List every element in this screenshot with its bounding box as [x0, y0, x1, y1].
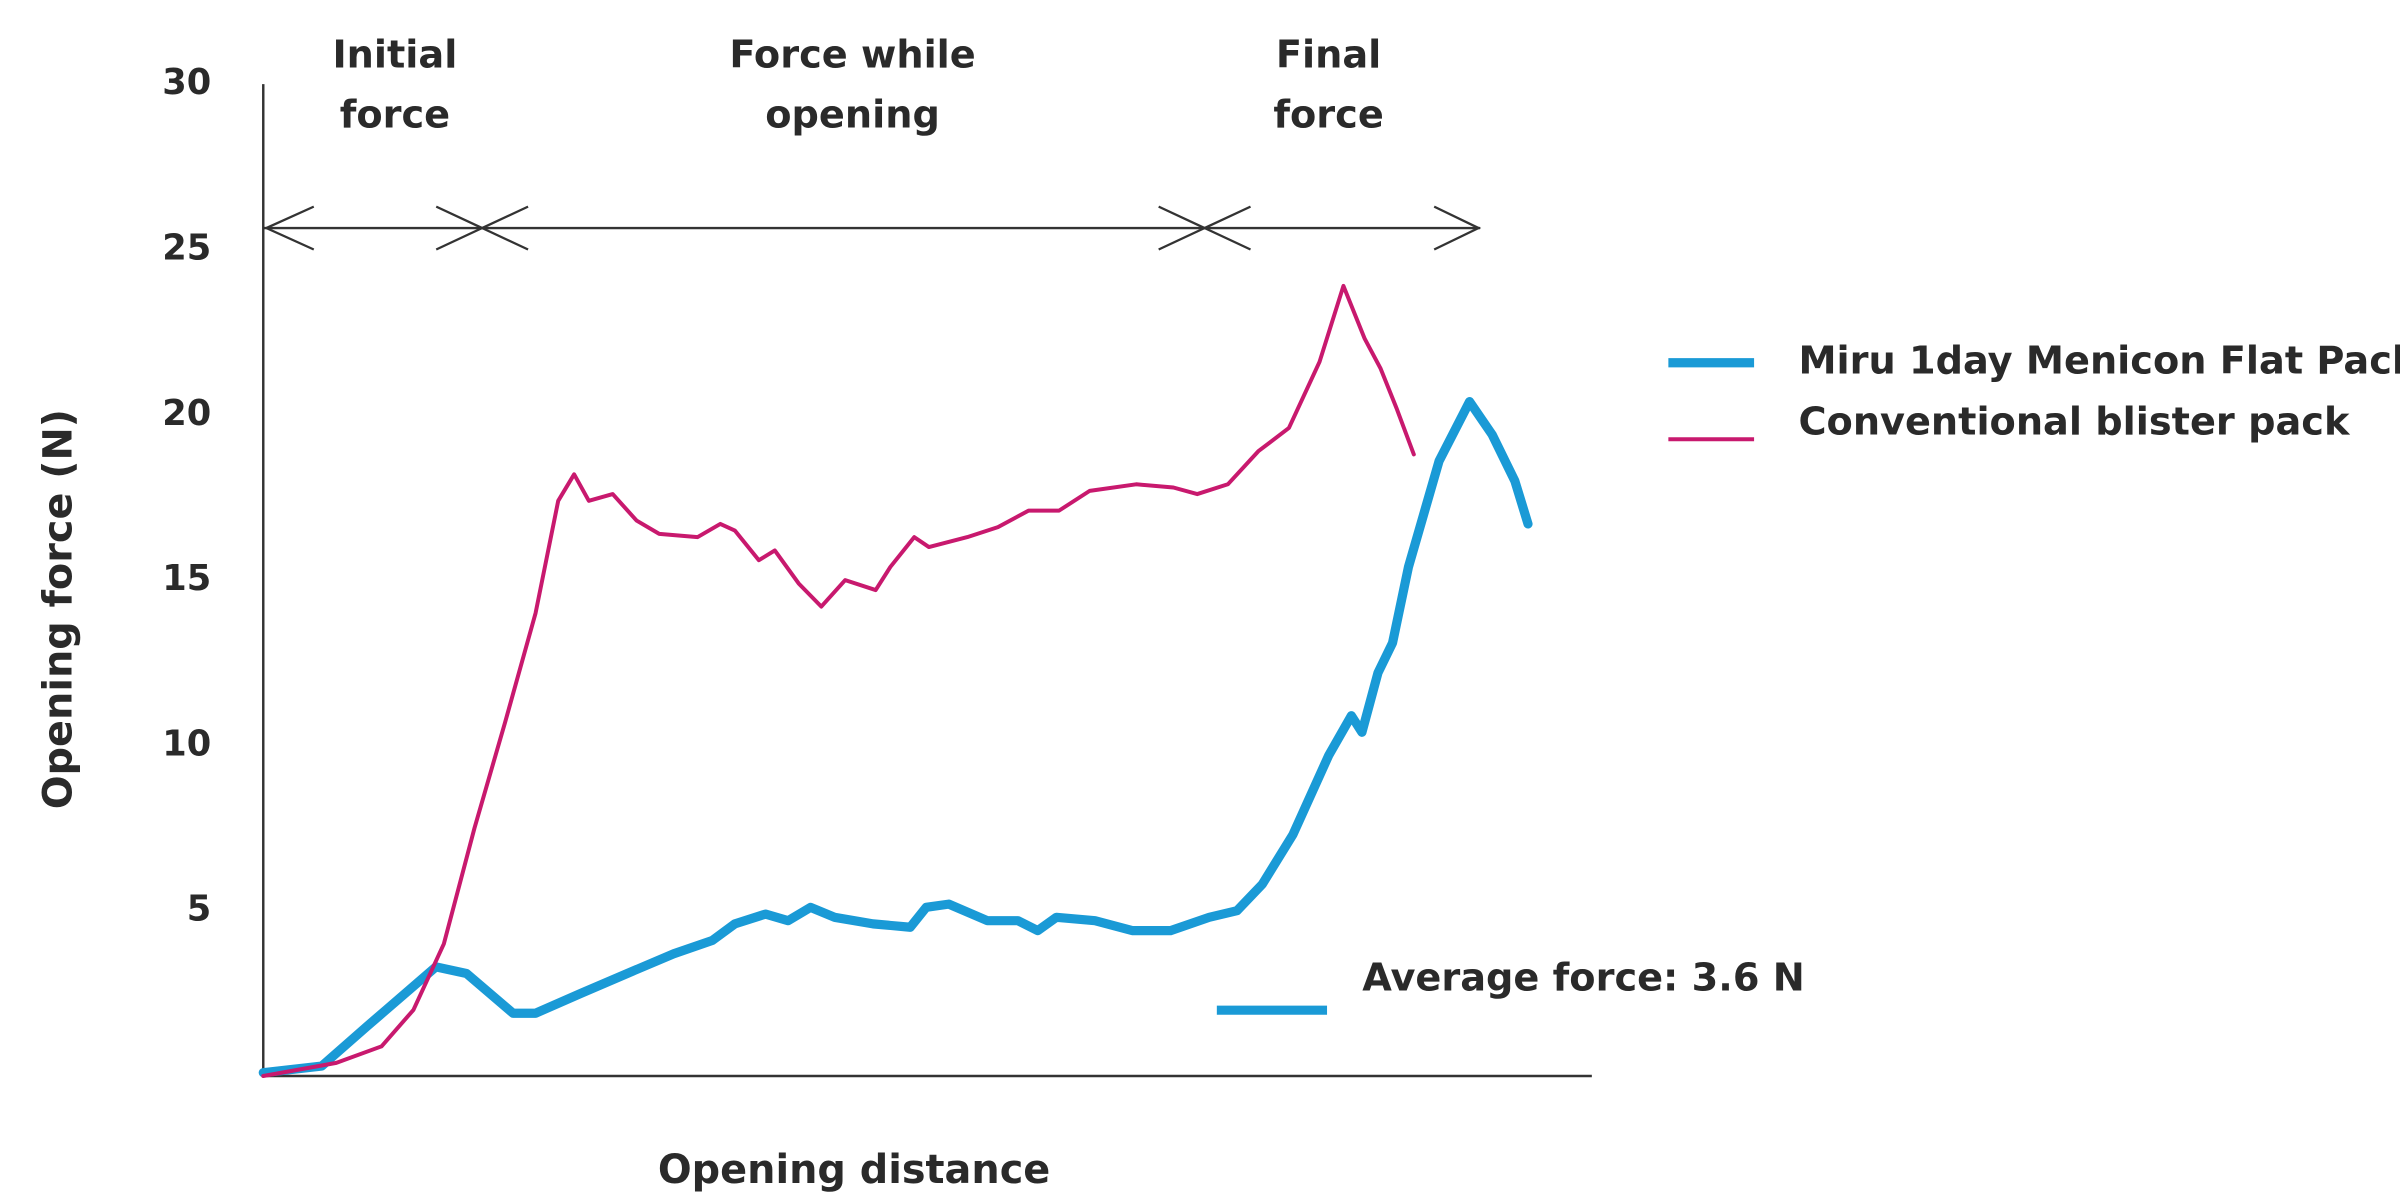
y-axis-title: Opening force (N)	[36, 409, 82, 809]
legend-label: Conventional blister pack	[1798, 399, 2350, 444]
annotation-line: Initial	[332, 32, 457, 77]
y-tick-label: 20	[162, 393, 211, 434]
annotation-line: force	[1273, 92, 1383, 137]
annotation: Final force	[1273, 32, 1383, 137]
annotation-line: Force while	[729, 32, 975, 77]
annotation-line: opening	[765, 92, 940, 137]
series-line	[261, 283, 1416, 1079]
annotation-line: Average force: 3.6 N	[1362, 955, 1805, 1000]
y-tick-label: 15	[162, 558, 211, 599]
x-axis-title: Opening distance	[658, 1147, 1050, 1193]
y-tick-label: 25	[162, 227, 211, 268]
annotation: Force while opening	[729, 32, 975, 137]
annotation-line: force	[340, 92, 450, 137]
annotation: Initial force	[332, 32, 457, 137]
series-line	[258, 397, 1533, 1078]
y-tick-label: 5	[187, 889, 211, 930]
annotation: Average force: 3.6 N	[1362, 955, 1805, 1000]
y-tick-label: 30	[162, 62, 211, 103]
annotation-line: Final	[1276, 32, 1381, 77]
legend-label: Miru 1day Menicon Flat Pack	[1798, 338, 2400, 383]
phase-arrows	[263, 205, 1482, 251]
y-tick-label: 10	[162, 723, 211, 764]
